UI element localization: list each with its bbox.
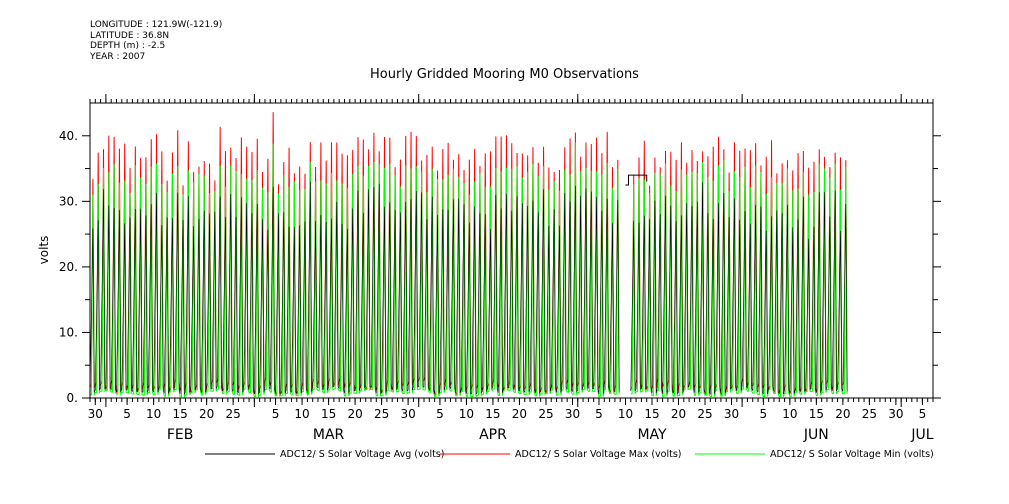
legend: ADC12/ S Solar Voltage Avg (volts) ADC12/… [205, 449, 934, 460]
x-day-tick-label: 5 [595, 407, 603, 421]
x-day-tick-label: 10 [294, 407, 309, 421]
x-day-tick-label: 30 [88, 407, 103, 421]
y-tick-label: 0. [67, 391, 78, 405]
y-tick-label: 20. [59, 260, 78, 274]
x-day-tick-label: 30 [400, 407, 415, 421]
x-day-tick-label: 5 [436, 407, 444, 421]
x-month-label: JUL [910, 427, 933, 443]
x-day-tick-label: 20 [199, 407, 214, 421]
x-day-tick-label: 10 [459, 407, 474, 421]
x-month-label: MAY [637, 427, 667, 443]
legend-label: ADC12/ S Solar Voltage Avg (volts) [280, 449, 444, 460]
x-month-label: JUN [803, 427, 829, 443]
series-layer [89, 112, 848, 399]
x-day-tick-label: 5 [760, 407, 768, 421]
mooring-metadata: LONGITUDE : 121.9W(-121.9) LATITUDE : 36… [90, 20, 222, 62]
x-day-tick-label: 10 [146, 407, 161, 421]
x-day-tick-label: 15 [644, 407, 659, 421]
plot-frame [89, 102, 934, 399]
x-day-tick-label: 10 [782, 407, 797, 421]
chart-title: Hourly Gridded Mooring M0 Observations [370, 67, 639, 82]
y-tick-label: 10. [59, 325, 78, 339]
x-day-tick-label: 30 [565, 407, 580, 421]
x-day-tick-label: 20 [671, 407, 686, 421]
series-line-avg [89, 182, 620, 396]
x-day-tick-label: 25 [226, 407, 241, 421]
x-day-tick-label: 15 [485, 407, 500, 421]
legend-label: ADC12/ S Solar Voltage Min (volts) [770, 449, 934, 460]
x-day-tick-label: 30 [888, 407, 903, 421]
y-tick-label: 40. [59, 129, 78, 143]
x-day-tick-label: 5 [123, 407, 131, 421]
x-month-label: MAR [313, 427, 345, 443]
series-line-min [90, 142, 620, 399]
series-line-min [630, 159, 848, 398]
x-day-tick-label: 15 [172, 407, 187, 421]
x-day-tick-label: 25 [538, 407, 553, 421]
x-day-tick-label: 25 [862, 407, 877, 421]
legend-label: ADC12/ S Solar Voltage Max (volts) [515, 449, 682, 460]
year-label: YEAR : 2007 [90, 51, 146, 62]
x-day-tick-label: 10 [618, 407, 633, 421]
longitude-label: LONGITUDE : 121.9W(-121.9) [90, 20, 223, 30]
x-day-tick-label: 30 [724, 407, 739, 421]
depth-label: DEPTH (m) : -2.5 [90, 41, 166, 51]
x-day-tick-label: 15 [321, 407, 336, 421]
axes-layer: 0. 10. 20. 30. 40. 30 5 10 15 20 25 5 10 15 20 25 30 5 10 1… [59, 94, 941, 443]
x-day-tick-label: 15 [809, 407, 824, 421]
x-day-tick-label: 20 [512, 407, 527, 421]
x-month-label: APR [479, 427, 507, 443]
x-day-tick-label: 5 [919, 407, 927, 421]
y-tick-label: 30. [59, 194, 78, 208]
y-axis-label: volts [37, 236, 51, 265]
x-month-label: FEB [167, 427, 194, 443]
x-day-tick-label: 25 [697, 407, 712, 421]
x-day-tick-label: 20 [347, 407, 362, 421]
avg-flat-segment [625, 174, 648, 186]
x-day-tick-label: 5 [272, 407, 280, 421]
x-day-tick-label: 20 [835, 407, 850, 421]
x-day-tick-label: 25 [374, 407, 389, 421]
latitude-label: LATITUDE : 36.8N [90, 30, 170, 41]
series-line-avg [630, 182, 848, 395]
